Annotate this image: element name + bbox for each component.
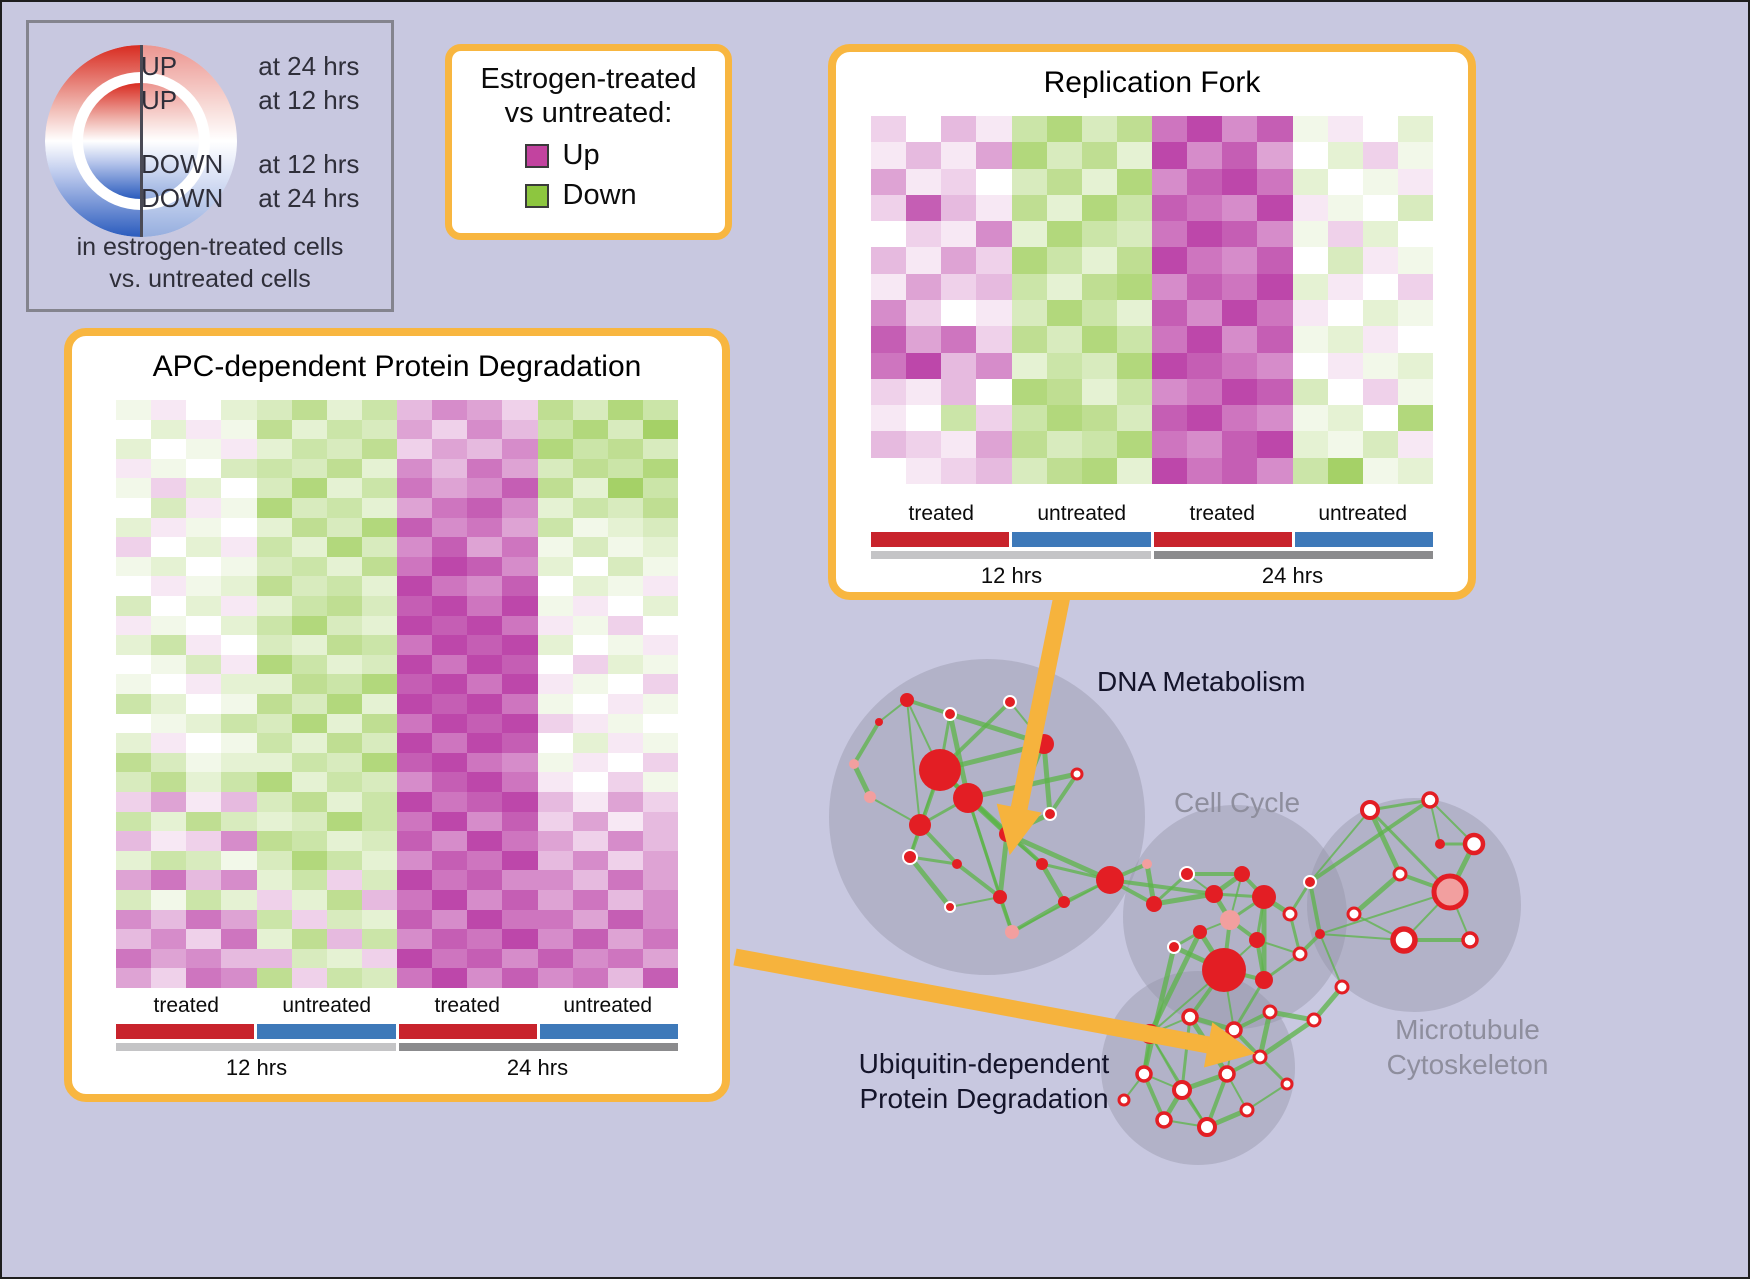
legend-items: Up Down <box>452 139 725 212</box>
cluster-label-cell-cycle: Cell Cycle <box>1142 785 1332 820</box>
direction-label: DOWN <box>141 149 224 179</box>
legend-row-down-24: DOWN at 24 hrs <box>141 183 359 214</box>
direction-label: DOWN <box>141 183 224 213</box>
legend-title-line: vs untreated: <box>504 97 673 130</box>
legend-row-up-12: UP at 12 hrs <box>141 85 359 116</box>
cluster-label-line: Microtubule <box>1395 1014 1540 1045</box>
legend-caption: vs. untreated cells <box>109 265 311 293</box>
replication-fork-panel: Replication Fork treated untreated treated… <box>828 44 1476 600</box>
legend-row-down-12: DOWN at 12 hrs <box>141 149 359 180</box>
legend-item-up: Up <box>524 139 653 172</box>
time-gray-bar <box>116 1043 678 1051</box>
condition-color-bar <box>871 532 1433 547</box>
concentric-rings-graphic <box>45 45 237 237</box>
legend-caption: in estrogen-treated cells <box>76 233 344 261</box>
direction-label: UP <box>141 51 178 81</box>
apc-degradation-heatmap <box>116 400 678 988</box>
legend-item-label: Down <box>562 179 637 212</box>
time-gray-bar <box>871 551 1433 559</box>
condition-color-bar <box>116 1024 678 1039</box>
cluster-label-microtubule-cytoskeleton: Microtubule Cytoskeleton <box>1370 1012 1565 1082</box>
right-half-fade <box>141 45 237 237</box>
legend-item-down: Down <box>524 179 653 212</box>
legend-title-line: Estrogen-treated <box>480 63 697 95</box>
condition-labels: treated untreated treated untreated <box>908 502 1408 525</box>
cluster-label-line: DNA Metabolism <box>1097 666 1306 697</box>
condition-labels: treated untreated treated untreated <box>153 994 653 1017</box>
down-color-swatch <box>524 183 549 208</box>
replication-fork-heatmap <box>871 116 1433 484</box>
apc-degradation-panel: APC-dependent Protein Degradation treate… <box>64 328 730 1102</box>
panel-title: APC-dependent Protein Degradation <box>152 350 642 383</box>
direction-label: UP <box>141 85 178 115</box>
cluster-label-line: Ubiquitin-dependent <box>858 1048 1110 1079</box>
legend-title: Estrogen-treated vs untreated: <box>452 62 725 130</box>
time-label: at 24 hrs <box>258 51 360 81</box>
cluster-label-dna-metabolism: DNA Metabolism <box>1097 664 1367 699</box>
cluster-label-line: Cytoskeleton <box>1386 1049 1549 1080</box>
legend-row-up-24: UP at 24 hrs <box>141 51 359 82</box>
updown-time-legend: UP at 24 hrs UP at 12 hrs DOWN at 12 hrs… <box>26 20 394 312</box>
center-divider-line <box>139 45 143 237</box>
estrogen-color-legend: Estrogen-treated vs untreated: Up Down <box>445 44 732 240</box>
time-labels: 12 hrs 24 hrs <box>225 1055 569 1080</box>
legend-item-label: Up <box>562 139 600 172</box>
time-label: at 12 hrs <box>258 149 360 179</box>
cluster-label-ubiquitin-degradation: Ubiquitin-dependent Protein Degradation <box>850 1046 1118 1116</box>
time-label: at 24 hrs <box>258 183 360 213</box>
time-labels: 12 hrs 24 hrs <box>980 563 1324 588</box>
up-color-swatch <box>524 143 549 168</box>
cluster-label-line: Cell Cycle <box>1173 787 1301 818</box>
cluster-label-line: Protein Degradation <box>859 1083 1109 1114</box>
panel-title: Replication Fork <box>1043 66 1261 99</box>
time-label: at 12 hrs <box>258 85 360 115</box>
